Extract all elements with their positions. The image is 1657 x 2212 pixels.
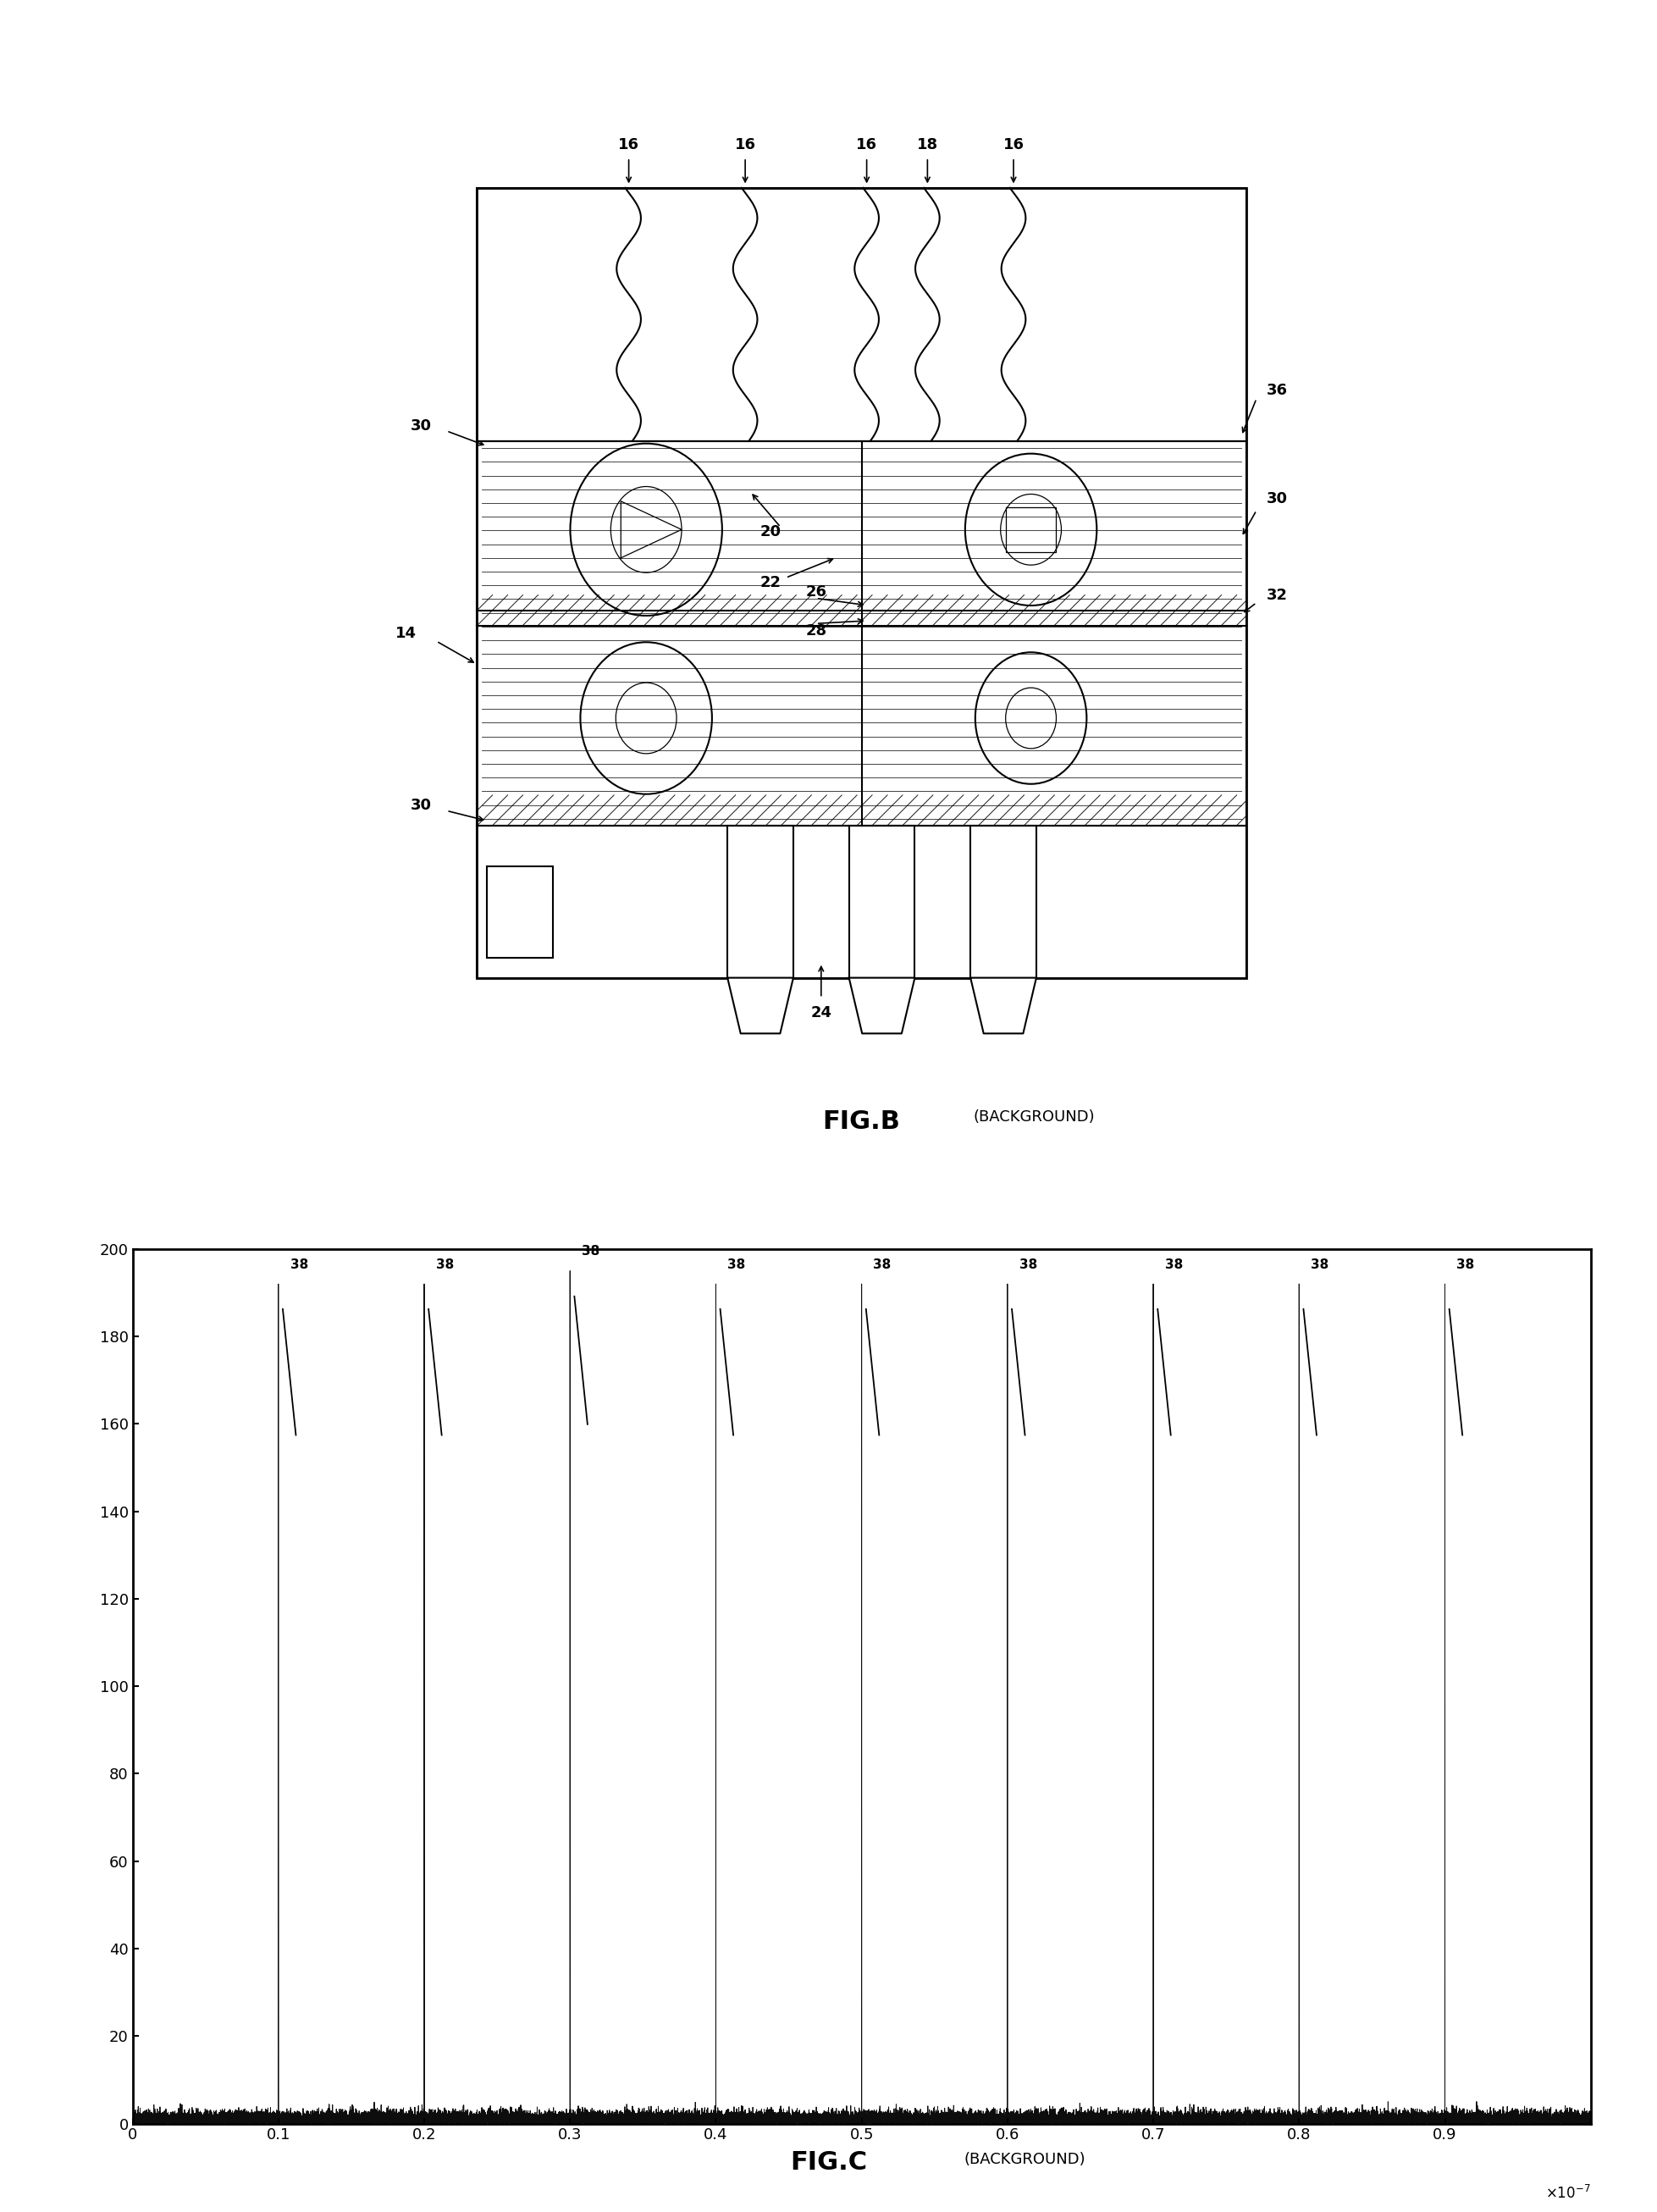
Bar [727,825,794,978]
Text: 14: 14 [396,626,416,641]
Polygon shape [971,978,1036,1033]
Text: 18: 18 [916,137,938,153]
Bar [848,825,915,978]
Bar [477,188,1246,440]
Text: 16: 16 [1002,137,1024,153]
Text: 38: 38 [1457,1259,1475,1270]
Text: 38: 38 [290,1259,308,1270]
Text: 16: 16 [618,137,640,153]
Text: 36: 36 [1266,383,1287,398]
Text: 38: 38 [436,1259,454,1270]
Text: 22: 22 [761,575,780,591]
Text: 32: 32 [1266,588,1287,602]
Text: 28: 28 [805,624,827,639]
Text: FIG.B: FIG.B [824,1110,900,1135]
Bar [477,825,1246,978]
Bar [477,188,1246,978]
Text: 38: 38 [727,1259,746,1270]
Text: 38: 38 [873,1259,891,1270]
Bar [487,867,553,958]
Text: 16: 16 [734,137,756,153]
Text: 30: 30 [411,799,432,814]
Text: 24: 24 [810,1006,832,1022]
Bar [971,825,1036,978]
Text: (BACKGROUND): (BACKGROUND) [973,1110,1095,1124]
Text: 20: 20 [761,524,780,540]
Text: 38: 38 [1311,1259,1329,1270]
Text: 26: 26 [805,584,827,599]
Text: (BACKGROUND): (BACKGROUND) [964,2152,1085,2168]
Text: 38: 38 [1019,1259,1037,1270]
Bar [1006,507,1056,551]
Text: 30: 30 [411,418,432,434]
Text: 38: 38 [582,1245,600,1259]
Polygon shape [727,978,794,1033]
Text: 16: 16 [857,137,877,153]
Text: FIG.C: FIG.C [790,2150,867,2174]
Text: 38: 38 [1165,1259,1183,1270]
Bar [477,440,1246,825]
Text: $\times10^{-7}$: $\times10^{-7}$ [1546,2185,1591,2201]
Polygon shape [848,978,915,1033]
Text: 30: 30 [1266,491,1287,507]
